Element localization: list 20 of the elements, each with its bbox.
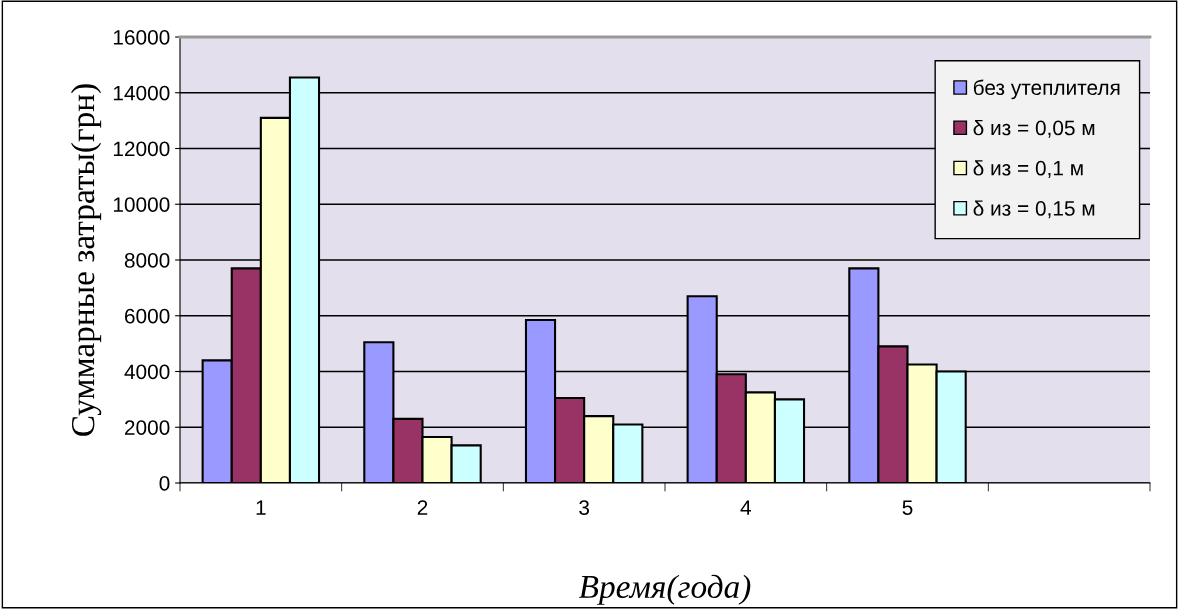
legend-label: δ из = 0,05 м [973,119,1095,138]
y-axis-title: Суммарные затраты(грн) [70,84,102,436]
x-tick-label: 1 [256,500,266,515]
legend-label: δ из = 0,1 м [973,160,1083,178]
x-tick-label: 2 [417,500,428,515]
x-axis-title: Время(года) [578,574,751,605]
y-tick-label: 14000 [113,85,170,101]
y-tick-label: 6000 [124,308,170,324]
y-tick-label: 16000 [113,30,170,45]
y-tick-label: 12000 [113,141,170,157]
x-tick-label: 3 [579,500,590,515]
y-tick-label: 4000 [124,364,170,380]
legend-label: без утеплителя [973,79,1120,100]
x-tick-label: 4 [740,500,752,515]
y-tick-label: 2000 [124,420,170,435]
y-tick-label: 0 [159,476,170,491]
x-tick-label: 5 [902,500,913,515]
legend-label: δ из = 0,15 м [973,200,1095,219]
y-tick-label: 8000 [124,253,170,268]
y-tick-label: 10000 [113,197,170,212]
